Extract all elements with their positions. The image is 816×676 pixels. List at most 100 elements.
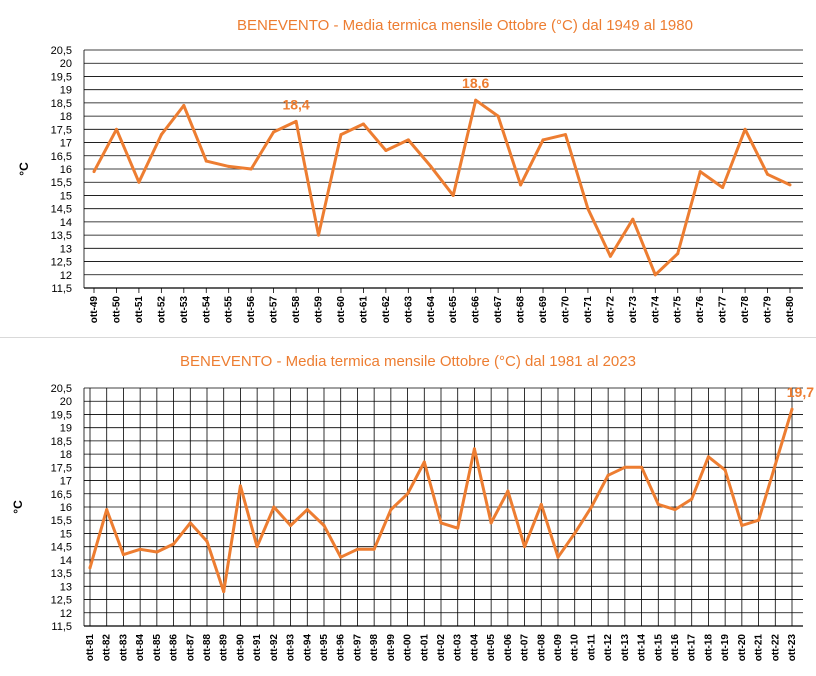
x-tick-label: ott-67 <box>493 296 504 324</box>
data-point <box>138 547 142 551</box>
data-point <box>496 114 500 118</box>
y-tick-label: 15,5 <box>51 177 72 189</box>
y-tick-label: 20 <box>60 58 72 70</box>
data-point <box>172 542 176 546</box>
data-point <box>673 508 677 512</box>
data-point <box>294 119 298 123</box>
x-tick-label: ott-22 <box>770 634 781 662</box>
y-tick-label: 14,5 <box>51 542 72 554</box>
y-tick-label: 16 <box>60 164 72 176</box>
data-point <box>489 521 493 525</box>
y-tick-label: 19 <box>60 423 72 435</box>
y-tick-label: 15 <box>60 190 72 202</box>
y-tick-label: 18 <box>60 449 72 461</box>
data-point <box>272 130 276 134</box>
data-point <box>205 539 209 543</box>
x-tick-label: ott-21 <box>754 634 765 662</box>
x-tick-label: ott-94 <box>302 634 313 662</box>
data-point <box>114 127 118 131</box>
x-tick-label: ott-74 <box>650 296 661 324</box>
chart-title: BENEVENTO - Media termica mensile Ottobr… <box>237 17 693 34</box>
data-point <box>289 524 293 528</box>
x-tick-label: ott-76 <box>695 296 706 324</box>
x-tick-label: ott-57 <box>269 296 280 324</box>
data-point <box>456 526 460 530</box>
data-point <box>439 521 443 525</box>
x-tick-label: ott-50 <box>111 296 122 324</box>
y-tick-label: 17,5 <box>51 124 72 136</box>
x-tick-label: ott-55 <box>224 296 235 324</box>
x-tick-label: ott-54 <box>201 296 212 324</box>
data-point <box>563 133 567 137</box>
y-tick-label: 13,5 <box>51 568 72 580</box>
x-tick-label: ott-18 <box>703 634 714 662</box>
data-point <box>137 180 141 184</box>
x-tick-label: ott-97 <box>352 634 363 662</box>
data-point <box>690 497 694 501</box>
x-tick-label: ott-83 <box>118 634 129 662</box>
data-point <box>451 193 455 197</box>
y-tick-label: 20,5 <box>51 45 72 57</box>
data-point <box>766 172 770 176</box>
y-tick-label: 18 <box>60 111 72 123</box>
y-tick-label: 16,5 <box>51 151 72 163</box>
panel-divider <box>0 337 816 338</box>
x-tick-label: ott-08 <box>536 634 547 662</box>
x-tick-label: ott-86 <box>169 634 180 662</box>
data-point <box>623 465 627 469</box>
x-tick-label: ott-00 <box>403 634 414 662</box>
line-chart-1949-1980: BENEVENTO - Media termica mensile Ottobr… <box>17 17 803 324</box>
y-tick-label: 12 <box>60 270 72 282</box>
data-point <box>159 133 163 137</box>
x-tick-label: ott-68 <box>516 296 527 324</box>
y-tick-label: 12,5 <box>51 257 72 269</box>
y-tick-label: 14 <box>60 555 72 567</box>
x-tick-label: ott-61 <box>358 296 369 324</box>
chart-title: BENEVENTO - Media termica mensile Ottobr… <box>180 353 636 370</box>
y-tick-label: 12 <box>60 608 72 620</box>
data-point <box>721 186 725 190</box>
data-point <box>506 489 510 493</box>
x-tick-label: ott-87 <box>185 634 196 662</box>
data-point <box>653 273 657 277</box>
x-tick-label: ott-98 <box>369 634 380 662</box>
x-tick-label: ott-56 <box>246 296 257 324</box>
x-tick-label: ott-95 <box>319 634 330 662</box>
x-tick-label: ott-51 <box>134 296 145 324</box>
data-point <box>743 127 747 131</box>
x-tick-label: ott-65 <box>448 296 459 324</box>
y-tick-label: 20,5 <box>51 383 72 395</box>
data-point <box>92 170 96 174</box>
x-tick-label: ott-12 <box>603 634 614 662</box>
data-label-annotation: 19,7 <box>787 384 814 400</box>
x-tick-label: ott-93 <box>286 634 297 662</box>
x-tick-label: ott-99 <box>386 634 397 662</box>
y-tick-label: 13 <box>60 243 72 255</box>
y-tick-label: 13,5 <box>51 230 72 242</box>
data-point <box>706 455 710 459</box>
data-point <box>541 138 545 142</box>
series-line <box>92 98 791 277</box>
data-point <box>361 122 365 126</box>
data-point <box>422 460 426 464</box>
y-tick-label: 14 <box>60 217 72 229</box>
data-point <box>698 170 702 174</box>
data-point <box>631 217 635 221</box>
x-tick-label: ott-07 <box>520 634 531 662</box>
data-point <box>249 167 253 171</box>
x-tick-label: ott-62 <box>381 296 392 324</box>
x-tick-label: ott-03 <box>453 634 464 662</box>
x-tick-label: ott-04 <box>469 634 480 662</box>
chart-panel-1981-2023: BENEVENTO - Media termica mensile Ottobr… <box>0 338 816 676</box>
data-label-annotation: 18,4 <box>282 96 309 112</box>
y-tick-label: 19,5 <box>51 71 72 83</box>
data-point <box>384 148 388 152</box>
data-point <box>272 505 276 509</box>
data-point <box>182 104 186 108</box>
data-point <box>640 465 644 469</box>
y-tick-label: 15 <box>60 528 72 540</box>
y-tick-label: 17 <box>60 138 72 150</box>
y-axis-label: °C <box>17 162 31 176</box>
data-point <box>238 484 242 488</box>
x-tick-label: ott-23 <box>787 634 798 662</box>
